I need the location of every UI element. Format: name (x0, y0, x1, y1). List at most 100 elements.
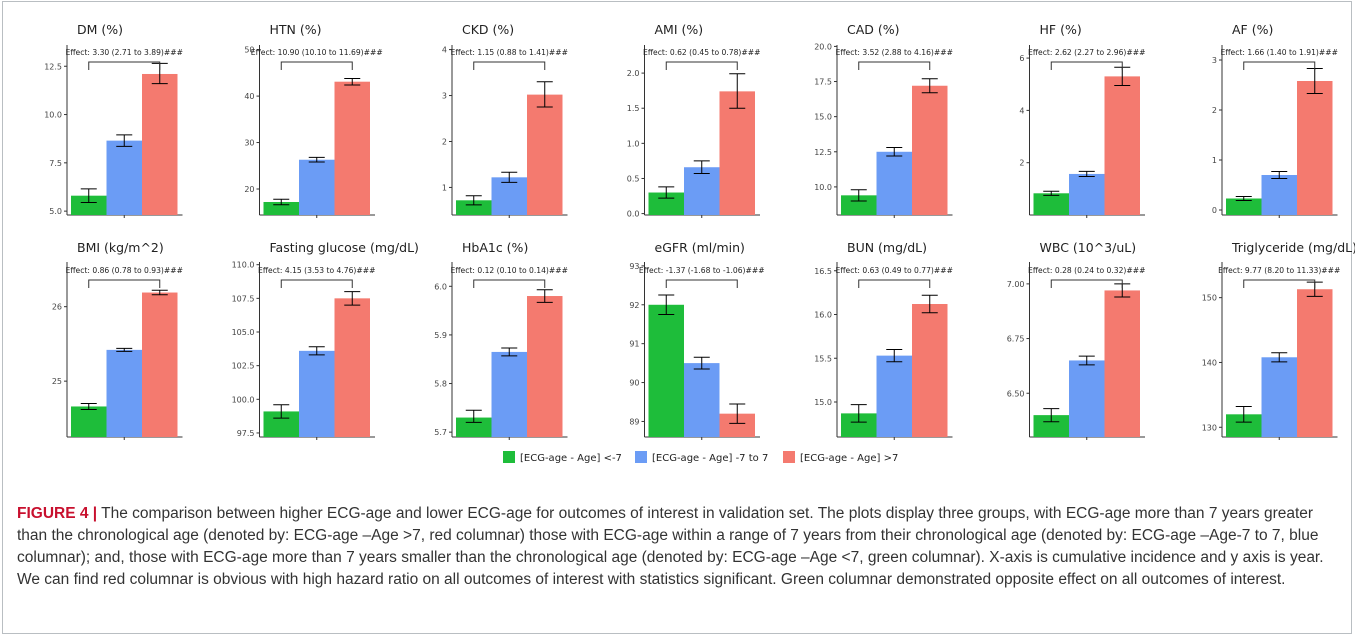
y-tick-label: 150 (1202, 294, 1217, 303)
y-tick-label: 10.0 (814, 183, 832, 192)
y-tick-label: 26 (52, 303, 62, 312)
y-tick-label: 91 (629, 340, 639, 349)
bar (719, 91, 755, 215)
bar (491, 177, 527, 215)
bar (1226, 414, 1262, 437)
bar (1033, 193, 1069, 215)
effect-label: Effect: 3.30 (2.71 to 3.89)### (66, 48, 183, 57)
bar (106, 349, 142, 437)
y-tick-label: 50 (244, 46, 254, 55)
legend-label: [ECG-age - Age] <-7 (520, 453, 622, 464)
bar (876, 151, 912, 215)
bar (1069, 360, 1105, 437)
effect-bracket (473, 61, 546, 70)
chart-panel: AF (%) 0 1 2 3 Effect: 1.66 (1.40 to 1.91)### (1212, 22, 1338, 218)
panel-title: HTN (%) (270, 22, 322, 37)
y-tick-label: 97.5 (237, 429, 255, 438)
effect-bracket (858, 279, 931, 288)
y-tick-label: 7.5 (49, 159, 62, 168)
chart-panel: HF (%) 2 4 6 Effect: 2.62 (2.27 to 2.96)### (1019, 22, 1145, 218)
panel-title: Fasting glucose (mg/dL) (270, 240, 419, 255)
y-tick-label: 0.5 (627, 174, 640, 183)
legend-label: [ECG-age - Age] >7 (800, 453, 898, 464)
effect-bracket (473, 279, 546, 288)
legend-group: [ECG-age - Age] <-7 [ECG-age - Age] -7 to… (503, 451, 898, 464)
legend-swatch (635, 451, 647, 463)
chart-panel: eGFR (ml/min) 89 90 91 92 93 Effect: -1.37 (-1… (629, 240, 765, 440)
y-tick-label: 105.0 (232, 328, 255, 337)
chart-panel: BUN (mg/dL) 15.0 15.5 16.0 16.5 Effect: 0.63 … (814, 240, 953, 440)
y-tick-label: 5.0 (49, 207, 62, 216)
bar (1069, 173, 1105, 215)
y-tick-label: 15.0 (814, 113, 832, 122)
effect-bracket (88, 279, 161, 288)
y-tick-label: 12.5 (814, 148, 832, 157)
bar (648, 304, 684, 437)
effect-bracket (858, 61, 931, 70)
y-tick-label: 1.5 (627, 104, 640, 113)
y-tick-label: 0.0 (627, 210, 640, 219)
bar (334, 81, 370, 215)
bar (841, 413, 877, 437)
y-tick-label: 1.0 (627, 139, 640, 148)
effect-label: Effect: 3.52 (2.88 to 4.16)### (836, 48, 953, 57)
effect-label: Effect: 4.15 (3.53 to 4.76)### (258, 266, 375, 275)
chart-panel: BMI (kg/m^2) 25 26 Effect: 0.86 (0.78 to 0.… (52, 240, 183, 440)
panel-title: AF (%) (1232, 22, 1273, 37)
effect-bracket (280, 61, 353, 70)
y-tick-label: 2 (1019, 159, 1024, 168)
effect-bracket (665, 61, 738, 70)
bar (142, 292, 178, 437)
y-tick-label: 25 (52, 377, 62, 386)
y-tick-label: 130 (1202, 423, 1217, 432)
bar (912, 304, 948, 437)
y-tick-label: 4 (1019, 106, 1024, 115)
bar (299, 159, 335, 215)
y-tick-label: 30 (244, 139, 254, 148)
chart-panel: Triglyceride (mg/dL) 130 140 150 Effect: 9.7… (1202, 240, 1355, 440)
effect-bracket (1243, 61, 1316, 70)
bar (1104, 76, 1140, 215)
bar (684, 363, 720, 437)
panel-title: AMI (%) (655, 22, 704, 37)
y-tick-label: 102.5 (232, 362, 255, 371)
y-tick-label: 107.5 (232, 294, 255, 303)
y-tick-label: 93 (629, 262, 639, 271)
effect-label: Effect: -1.37 (-1.68 to -1.06)### (639, 266, 765, 275)
bar (456, 200, 492, 215)
bar (527, 296, 563, 437)
effect-bracket (1050, 279, 1123, 288)
y-tick-label: 17.5 (814, 78, 832, 87)
figure-panels: DM (%) 5.0 7.5 10.0 12.5 Effect: 3.30 (2.71 t… (44, 22, 1355, 464)
y-tick-label: 5.7 (434, 428, 447, 437)
bar (912, 85, 948, 215)
y-tick-label: 3 (442, 92, 447, 101)
panel-title: HbA1c (%) (462, 240, 528, 255)
effect-bracket (1243, 279, 1316, 288)
y-tick-label: 20 (244, 185, 254, 194)
effect-label: Effect: 0.28 (0.24 to 0.32)### (1028, 266, 1145, 275)
chart-panel: Fasting glucose (mg/dL) 97.5 100.0 102.5 105… (232, 240, 419, 440)
y-tick-label: 12.5 (44, 62, 62, 71)
legend-swatch (783, 451, 795, 463)
bar (1297, 289, 1333, 437)
panel-title: Triglyceride (mg/dL) (1231, 240, 1355, 255)
chart-panel: DM (%) 5.0 7.5 10.0 12.5 Effect: 3.30 (2.71 t… (44, 22, 183, 218)
y-tick-label: 16.5 (814, 267, 832, 276)
effect-bracket (665, 279, 738, 288)
legend-label: [ECG-age - Age] -7 to 7 (652, 453, 768, 464)
panel-title: BMI (kg/m^2) (77, 240, 164, 255)
chart-panel: HbA1c (%) 5.7 5.8 5.9 6.0 Effect: 0.12 (0.10 … (434, 240, 568, 440)
y-tick-label: 5.8 (434, 380, 447, 389)
y-tick-label: 15.5 (814, 354, 832, 363)
panel-title: HF (%) (1040, 22, 1082, 37)
panel-title: DM (%) (77, 22, 123, 37)
effect-label: Effect: 1.66 (1.40 to 1.91)### (1221, 48, 1338, 57)
effect-label: Effect: 9.77 (8.20 to 11.33)### (1218, 266, 1340, 275)
y-tick-label: 0 (1212, 206, 1217, 215)
bar (71, 195, 107, 215)
y-tick-label: 7.00 (1007, 280, 1025, 289)
chart-panel: AMI (%) 0.0 0.5 1.0 1.5 2.0 Effect: 0.62 (0.45… (627, 22, 761, 219)
panel-title: CKD (%) (462, 22, 514, 37)
